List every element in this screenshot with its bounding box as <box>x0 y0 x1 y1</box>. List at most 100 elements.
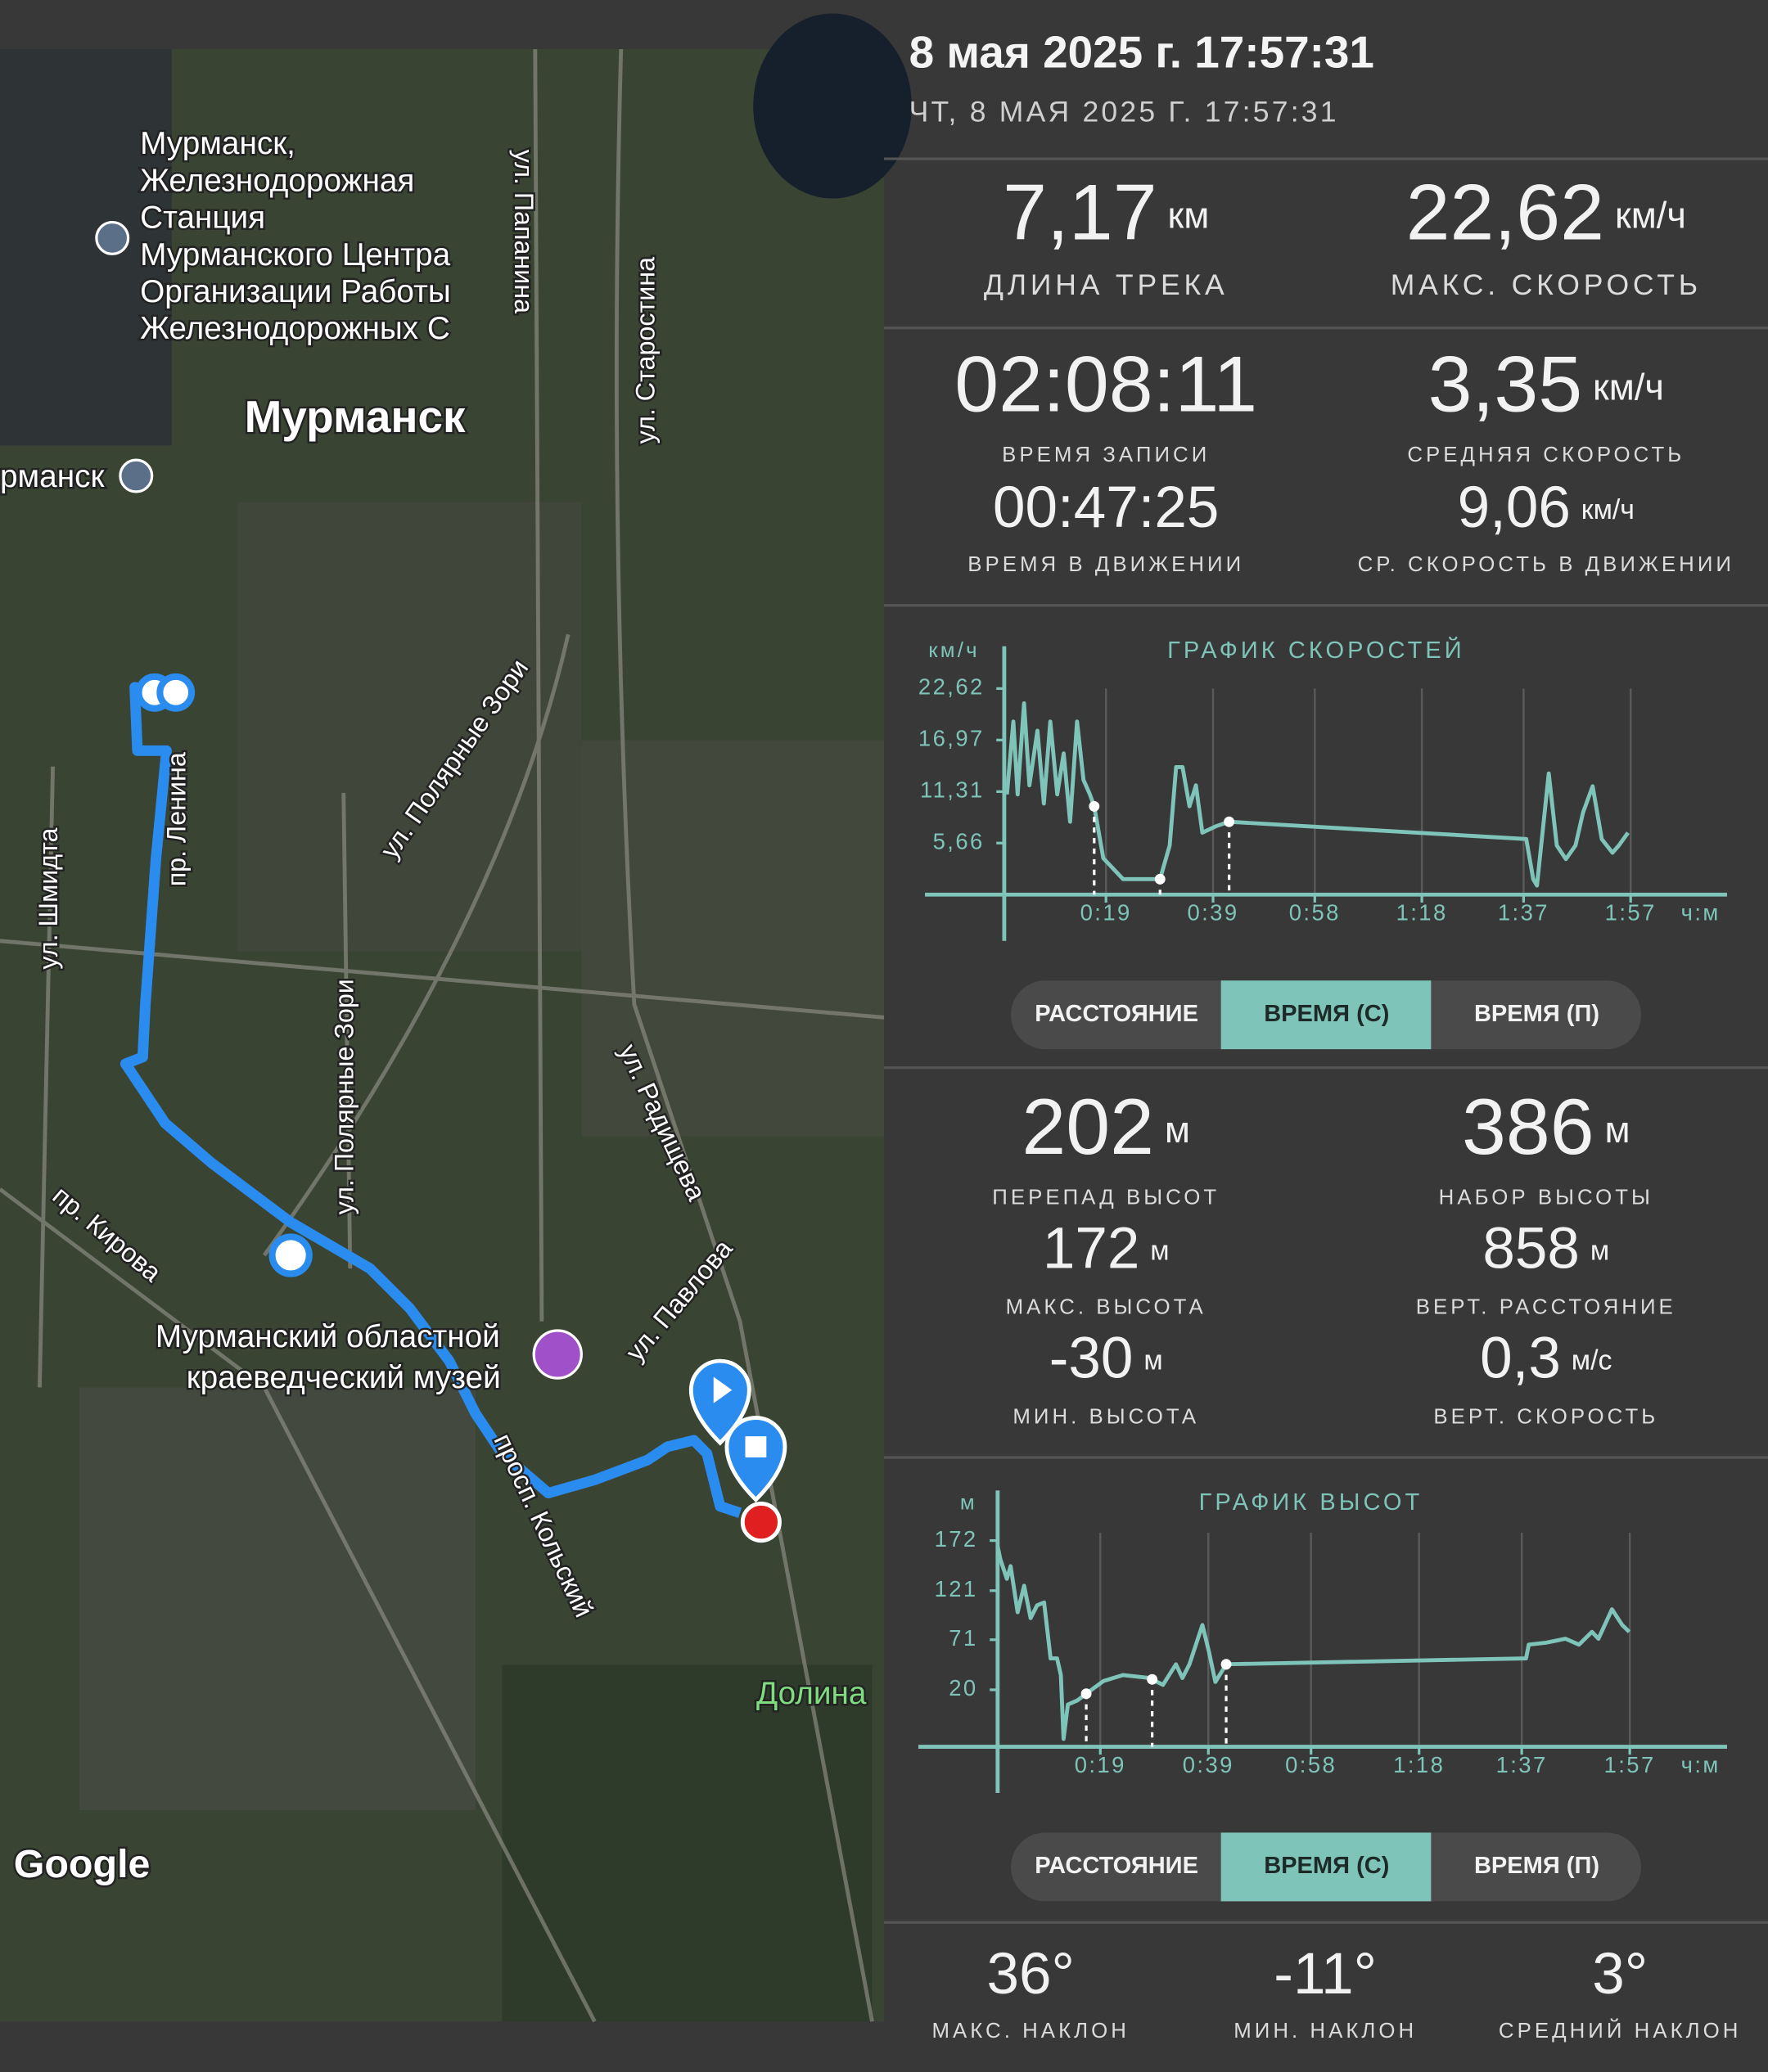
x-tick-label: 0:58 <box>1285 1752 1337 1777</box>
separators <box>884 157 1768 1924</box>
stat-number: 386 <box>1462 1081 1594 1170</box>
map-label: Железнодорожная <box>140 163 414 198</box>
stat-label: МАКС. НАКЛОН <box>931 2020 1129 2043</box>
x-tick-label: 1:57 <box>1604 1752 1656 1777</box>
stat-label: ВРЕМЯ В ДВИЖЕНИИ <box>967 553 1244 576</box>
map-label: краеведческий музей <box>187 1360 501 1395</box>
stat-label: МИН. ВЫСОТА <box>1013 1405 1199 1428</box>
stat-number: -11° <box>1274 1942 1377 2007</box>
y-tick-label: 16,97 <box>918 726 985 751</box>
toggle-option[interactable]: РАССТОЯНИЕ <box>1035 1001 1198 1027</box>
y-tick-label: 172 <box>935 1526 978 1552</box>
toggle-option[interactable]: ВРЕМЯ (С) <box>1264 1001 1389 1027</box>
map-label: ул. Шмидта <box>34 827 63 969</box>
map-label: пр. Ленина <box>161 752 191 886</box>
header-subtitle: ЧТ, 8 МАЯ 2025 Г. 17:57:31 <box>909 96 1339 128</box>
stat-value: -30 м <box>1049 1327 1163 1391</box>
x-axis-label: ч:м <box>1681 1752 1721 1777</box>
toggle-option[interactable]: ВРЕМЯ (П) <box>1474 1001 1599 1027</box>
toggle-option[interactable]: ВРЕМЯ (С) <box>1264 1853 1389 1879</box>
map-label: Станция <box>140 200 265 236</box>
data-line <box>1004 701 1630 888</box>
toggle-option[interactable]: ВРЕМЯ (П) <box>1474 1853 1599 1879</box>
stat-label: СР. СКОРОСТЬ В ДВИЖЕНИИ <box>1358 553 1734 576</box>
stat-number: 9,06 <box>1458 475 1571 540</box>
map[interactable]: Мурманск,ЖелезнодорожнаяСтанцияМурманско… <box>0 13 912 2023</box>
map-label: Мурманск, <box>140 126 295 161</box>
stat-unit: м <box>1165 1109 1190 1151</box>
stat-number: 0,3 <box>1480 1327 1561 1391</box>
x-tick-label: 0:19 <box>1075 1752 1126 1777</box>
marker-dot <box>1080 1688 1092 1700</box>
stat-label: ПЕРЕПАД ВЫСОТ <box>992 1186 1220 1209</box>
stat-value: 02:08:11 <box>954 339 1257 428</box>
stat-label: МАКС. СКОРОСТЬ <box>1391 268 1702 301</box>
stat-label: ВЕРТ. РАССТОЯНИЕ <box>1416 1295 1676 1318</box>
stat-value: 3,35 км/ч <box>1428 339 1664 428</box>
marker-dot <box>1089 800 1100 812</box>
x-tick-label: 0:39 <box>1187 900 1238 926</box>
y-tick-label: 20 <box>949 1675 977 1700</box>
marker-dot <box>1147 1673 1158 1685</box>
toggle-selected[interactable] <box>1220 1832 1432 1902</box>
toggle-group[interactable]: РАССТОЯНИЕ ВРЕМЯ (С) ВРЕМЯ (П) <box>1010 1832 1642 1902</box>
toggle-option[interactable]: РАССТОЯНИЕ <box>1035 1853 1198 1879</box>
stat-number: 858 <box>1482 1217 1580 1281</box>
stat-number: 172 <box>1043 1217 1140 1281</box>
y-axis-label: км/ч <box>928 639 980 662</box>
stat-number: 36° <box>986 1942 1074 2007</box>
stat-unit: м/с <box>1572 1345 1612 1376</box>
toggle-selected[interactable] <box>1220 980 1432 1050</box>
x-tick-label: 0:19 <box>1080 900 1132 926</box>
map-label: Долина <box>756 1676 867 1711</box>
stat-label: ВЕРТ. СКОРОСТЬ <box>1433 1405 1658 1428</box>
map-label: Мурманский областной <box>156 1319 500 1354</box>
stat-value: 22,62 км/ч <box>1406 167 1686 256</box>
map-label: рманск <box>0 459 105 494</box>
map-label: Мурманского Центра <box>140 237 450 273</box>
stat-label: НАБОР ВЫСОТЫ <box>1439 1186 1653 1209</box>
x-tick-label: 0:39 <box>1183 1752 1234 1777</box>
x-axis-label: ч:м <box>1681 900 1721 926</box>
stat-unit: км <box>1168 195 1210 236</box>
stat-unit: м <box>1605 1109 1630 1151</box>
stat-unit: м <box>1590 1236 1609 1267</box>
stat-value: 9,06 км/ч <box>1458 475 1635 540</box>
y-tick-label: 5,66 <box>933 828 985 854</box>
map-label: Организации Работы <box>140 274 451 309</box>
stat-unit: м <box>1150 1236 1169 1267</box>
stat-value: 386 м <box>1462 1081 1630 1170</box>
stat-unit: км/ч <box>1593 367 1664 408</box>
map-label: Железнодорожных С <box>140 311 450 346</box>
y-axis-label: м <box>960 1491 977 1514</box>
stat-value: 172 м <box>1043 1217 1170 1281</box>
stat-value: 0,3 м/с <box>1480 1327 1612 1391</box>
toggle-group[interactable]: РАССТОЯНИЕ ВРЕМЯ (С) ВРЕМЯ (П) <box>1010 980 1642 1050</box>
marker-dot <box>1224 816 1235 827</box>
stat-number: 3,35 <box>1428 339 1583 428</box>
stat-number: 7,17 <box>1003 167 1157 256</box>
x-tick-label: 1:18 <box>1396 900 1448 926</box>
stat-number: 22,62 <box>1406 167 1604 256</box>
stat-unit: м <box>1143 1345 1162 1376</box>
y-tick-label: 71 <box>949 1625 977 1651</box>
chart: ГРАФИК ВЫСОТ м 0:19 0:39 0:58 1:18 1:37 1:57 ч:м… <box>918 1489 1727 1794</box>
stat-label: СРЕДНЯЯ СКОРОСТЬ <box>1407 444 1685 466</box>
chart-title: ГРАФИК ВЫСОТ <box>1199 1489 1423 1516</box>
stat-label: ВРЕМЯ ЗАПИСИ <box>1002 444 1210 466</box>
stat-value: 3° <box>1592 1942 1648 2007</box>
stat-unit: км/ч <box>1581 494 1635 525</box>
stat-label: ДЛИНА ТРЕКА <box>984 268 1229 301</box>
stat-number: -30 <box>1049 1327 1134 1391</box>
x-tick-label: 1:18 <box>1393 1752 1445 1777</box>
marker-dot <box>1154 873 1166 885</box>
map-label: Мурманск <box>245 391 466 442</box>
stat-label: СРЕДНИЙ НАКЛОН <box>1499 2018 1742 2043</box>
stat-unit: км/ч <box>1615 195 1686 236</box>
stat-value: -11° <box>1274 1942 1377 2007</box>
y-tick-label: 22,62 <box>918 674 985 700</box>
marker-dot <box>1220 1659 1232 1670</box>
chart-title: ГРАФИК СКОРОСТЕЙ <box>1167 636 1465 664</box>
